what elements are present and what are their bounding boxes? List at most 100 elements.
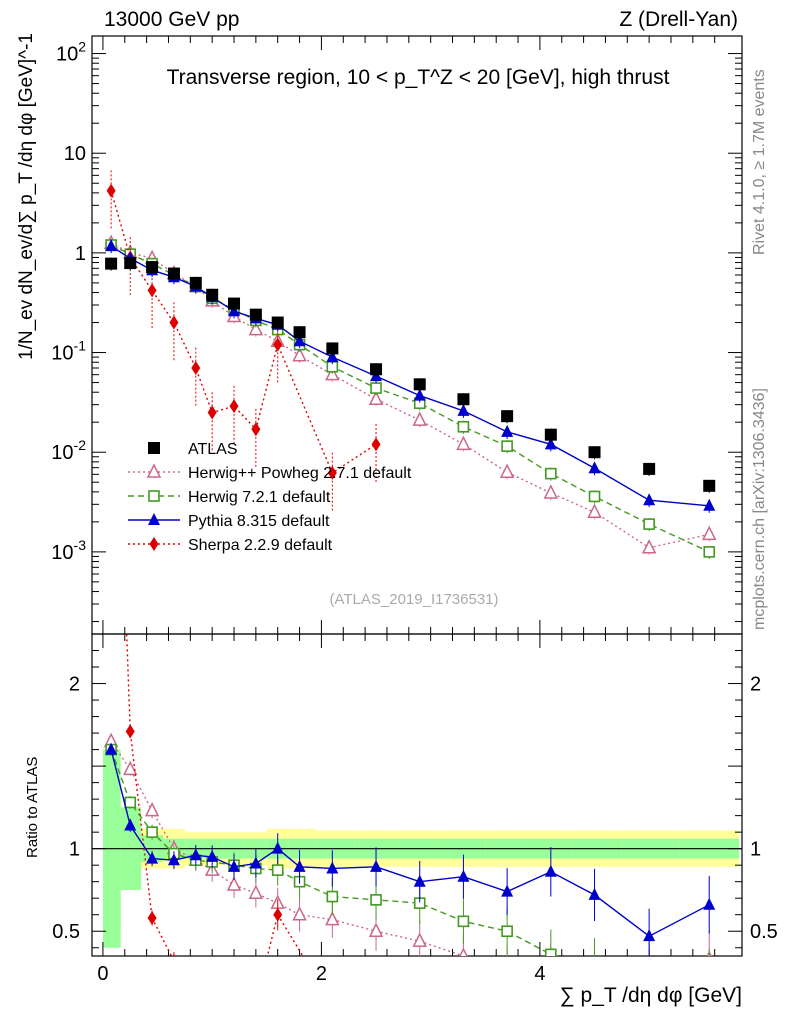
point-herwig-powheg-2-7-1-default [499,463,515,478]
legend-marker-pythia-8-315-default [148,513,160,525]
website-label: mcplots.cern.ch [arXiv:1306.3436] [751,388,768,630]
point-herwig-powheg-2-7-1-default [702,525,717,541]
main-title: Transverse region, 10 < p_T^Z < 20 [GeV]… [167,66,670,89]
ratio-point-sherpa-2-2-9-default [230,991,239,1005]
analysis-label: (ATLAS_2019_I1736531) [329,591,498,608]
point-atlas [544,428,557,441]
rivet-label: Rivet 4.1.0, ≥ 1.7M events [751,69,768,255]
ratio-point-pythia-8-315-default [124,818,137,831]
point-herwig-powheg-2-7-1-default [456,435,471,451]
point-herwig-7-2-1-default [501,440,513,452]
point-atlas [249,308,262,321]
point-atlas [457,393,470,406]
ratio-point-herwig-powheg-2-7-1-default [123,760,138,776]
ratio-point-herwig-powheg-2-7-1-default [144,802,160,817]
ratio-point-herwig-7-2-1-default [704,972,714,982]
legend-marker-sherpa-2-2-9-default [149,537,159,551]
point-herwig-7-2-1-default [457,420,470,433]
ratio-point-herwig-7-2-1-default [545,948,557,956]
point-atlas [206,288,219,301]
ratio-point-pythia-8-315-default [413,874,426,887]
ratio-panel: 0 2 4 0.5 0.5 1 1 2 2 [52,633,778,1005]
point-sherpa-2-2-9-default [251,422,261,437]
y-tick-exponent: -1 [74,338,87,354]
ratio-y-tick-label: 2 [69,674,80,696]
ratio-point-herwig-7-2-1-default [124,796,137,809]
point-atlas [326,342,339,355]
point-atlas [501,410,514,423]
ratio-point-herwig-7-2-1-default [146,826,158,838]
ratio-point-herwig-powheg-2-7-1-default [325,910,340,926]
ratio-point-sherpa-2-2-9-default [191,984,200,998]
ratio-frame [91,633,743,957]
ratio-point-herwig-powheg-2-7-1-default [248,884,264,900]
ratio-point-herwig-7-2-1-default [457,915,470,928]
ratio-point-pythia-8-315-default [643,929,656,942]
ratio-point-herwig-powheg-2-7-1-default [459,947,468,956]
ratio-point-sherpa-2-2-9-default [372,979,381,993]
point-sherpa-2-2-9-default [207,405,217,420]
ratio-point-herwig-powheg-2-7-1-default [412,932,427,947]
ratio-point-pythia-8-315-default [249,856,262,869]
point-sherpa-2-2-9-default [273,337,283,352]
point-herwig-powheg-2-7-1-default [368,390,384,405]
main-series-group [103,170,717,559]
legend-label-herwig-powheg-2-7-1-default: Herwig++ Powheg 2.7.1 default [188,465,412,482]
ratio-point-herwig-powheg-2-7-1-default [545,964,557,976]
ratio-point-herwig-7-2-1-default [590,959,600,969]
ratio-point-pythia-8-315-default [146,851,159,864]
point-herwig-7-2-1-default [588,490,601,503]
ratio-point-herwig-powheg-2-7-1-default [589,966,601,978]
point-herwig-powheg-2-7-1-default [543,484,559,499]
legend-marker-herwig-powheg-2-7-1-default [146,463,162,478]
point-sherpa-2-2-9-default [371,437,381,452]
point-atlas [228,297,241,310]
point-herwig-7-2-1-default [703,546,716,558]
point-atlas [271,316,284,329]
x-axis-label: ∑ p_T /dη dφ [GeV] [560,984,742,1007]
ratio-y-tick-label-right: 1 [750,839,761,861]
ratio-y-tick-label-right: 2 [750,674,761,696]
y-tick-label: 1 [75,243,86,265]
point-atlas [413,378,426,391]
ratio-point-sherpa-2-2-9-default [273,907,283,922]
point-pythia-8-315-default [703,498,716,511]
title-text: Transverse region, 10 < p_T^Z < 20 [GeV]… [167,66,670,89]
ratio-y-tick-label: 1 [69,839,80,861]
series-line-sherpa-2-2-9-default [110,190,377,474]
ratio-point-sherpa-2-2-9-default [147,911,157,926]
x-tick-label: 0 [97,963,108,985]
ratio-point-pythia-8-315-default [588,887,601,900]
point-atlas [124,257,137,270]
point-atlas [703,479,716,492]
ratio-point-pythia-8-315-default [293,859,306,872]
ratio-point-pythia-8-315-default [271,841,284,854]
x-tick-label: 4 [534,963,545,985]
ratio-point-pythia-8-315-default [167,853,180,866]
ratio-point-herwig-powheg-2-7-1-default [292,906,307,921]
ratio-y-axis-label-text: Ratio to ATLAS [24,757,41,858]
legend: ATLAS Herwig++ Powheg 2.7.1 default Herwig… [128,441,412,554]
y-tick-exponent: -2 [74,437,87,453]
legend-marker-herwig-7-2-1-default [148,490,160,502]
point-atlas [293,326,306,339]
point-herwig-powheg-2-7-1-default [292,347,307,362]
point-pythia-8-315-default [588,461,601,474]
point-pythia-8-315-default [457,403,470,416]
y-tick-label: 10-1 [51,338,86,365]
ratio-point-herwig-7-2-1-default [644,963,654,973]
ratio-line-sherpa-2-2-9-default [125,634,304,956]
point-pythia-8-315-default [643,493,656,506]
point-sherpa-2-2-9-default [106,183,116,198]
point-atlas [370,363,383,376]
y-tick-label: 10-2 [51,437,86,464]
ratio-point-herwig-powheg-2-7-1-default [226,876,242,891]
ratio-point-pythia-8-315-default [189,848,202,861]
ratio-y-axis-label: Ratio to ATLAS [24,757,41,858]
ratio-point-sherpa-2-2-9-default [172,953,176,956]
ratio-point-pythia-8-315-default [370,859,383,872]
ratio-series-group [103,634,716,1005]
ratio-y-tick-label-right: 0.5 [750,921,778,943]
point-pythia-8-315-default [413,388,426,401]
